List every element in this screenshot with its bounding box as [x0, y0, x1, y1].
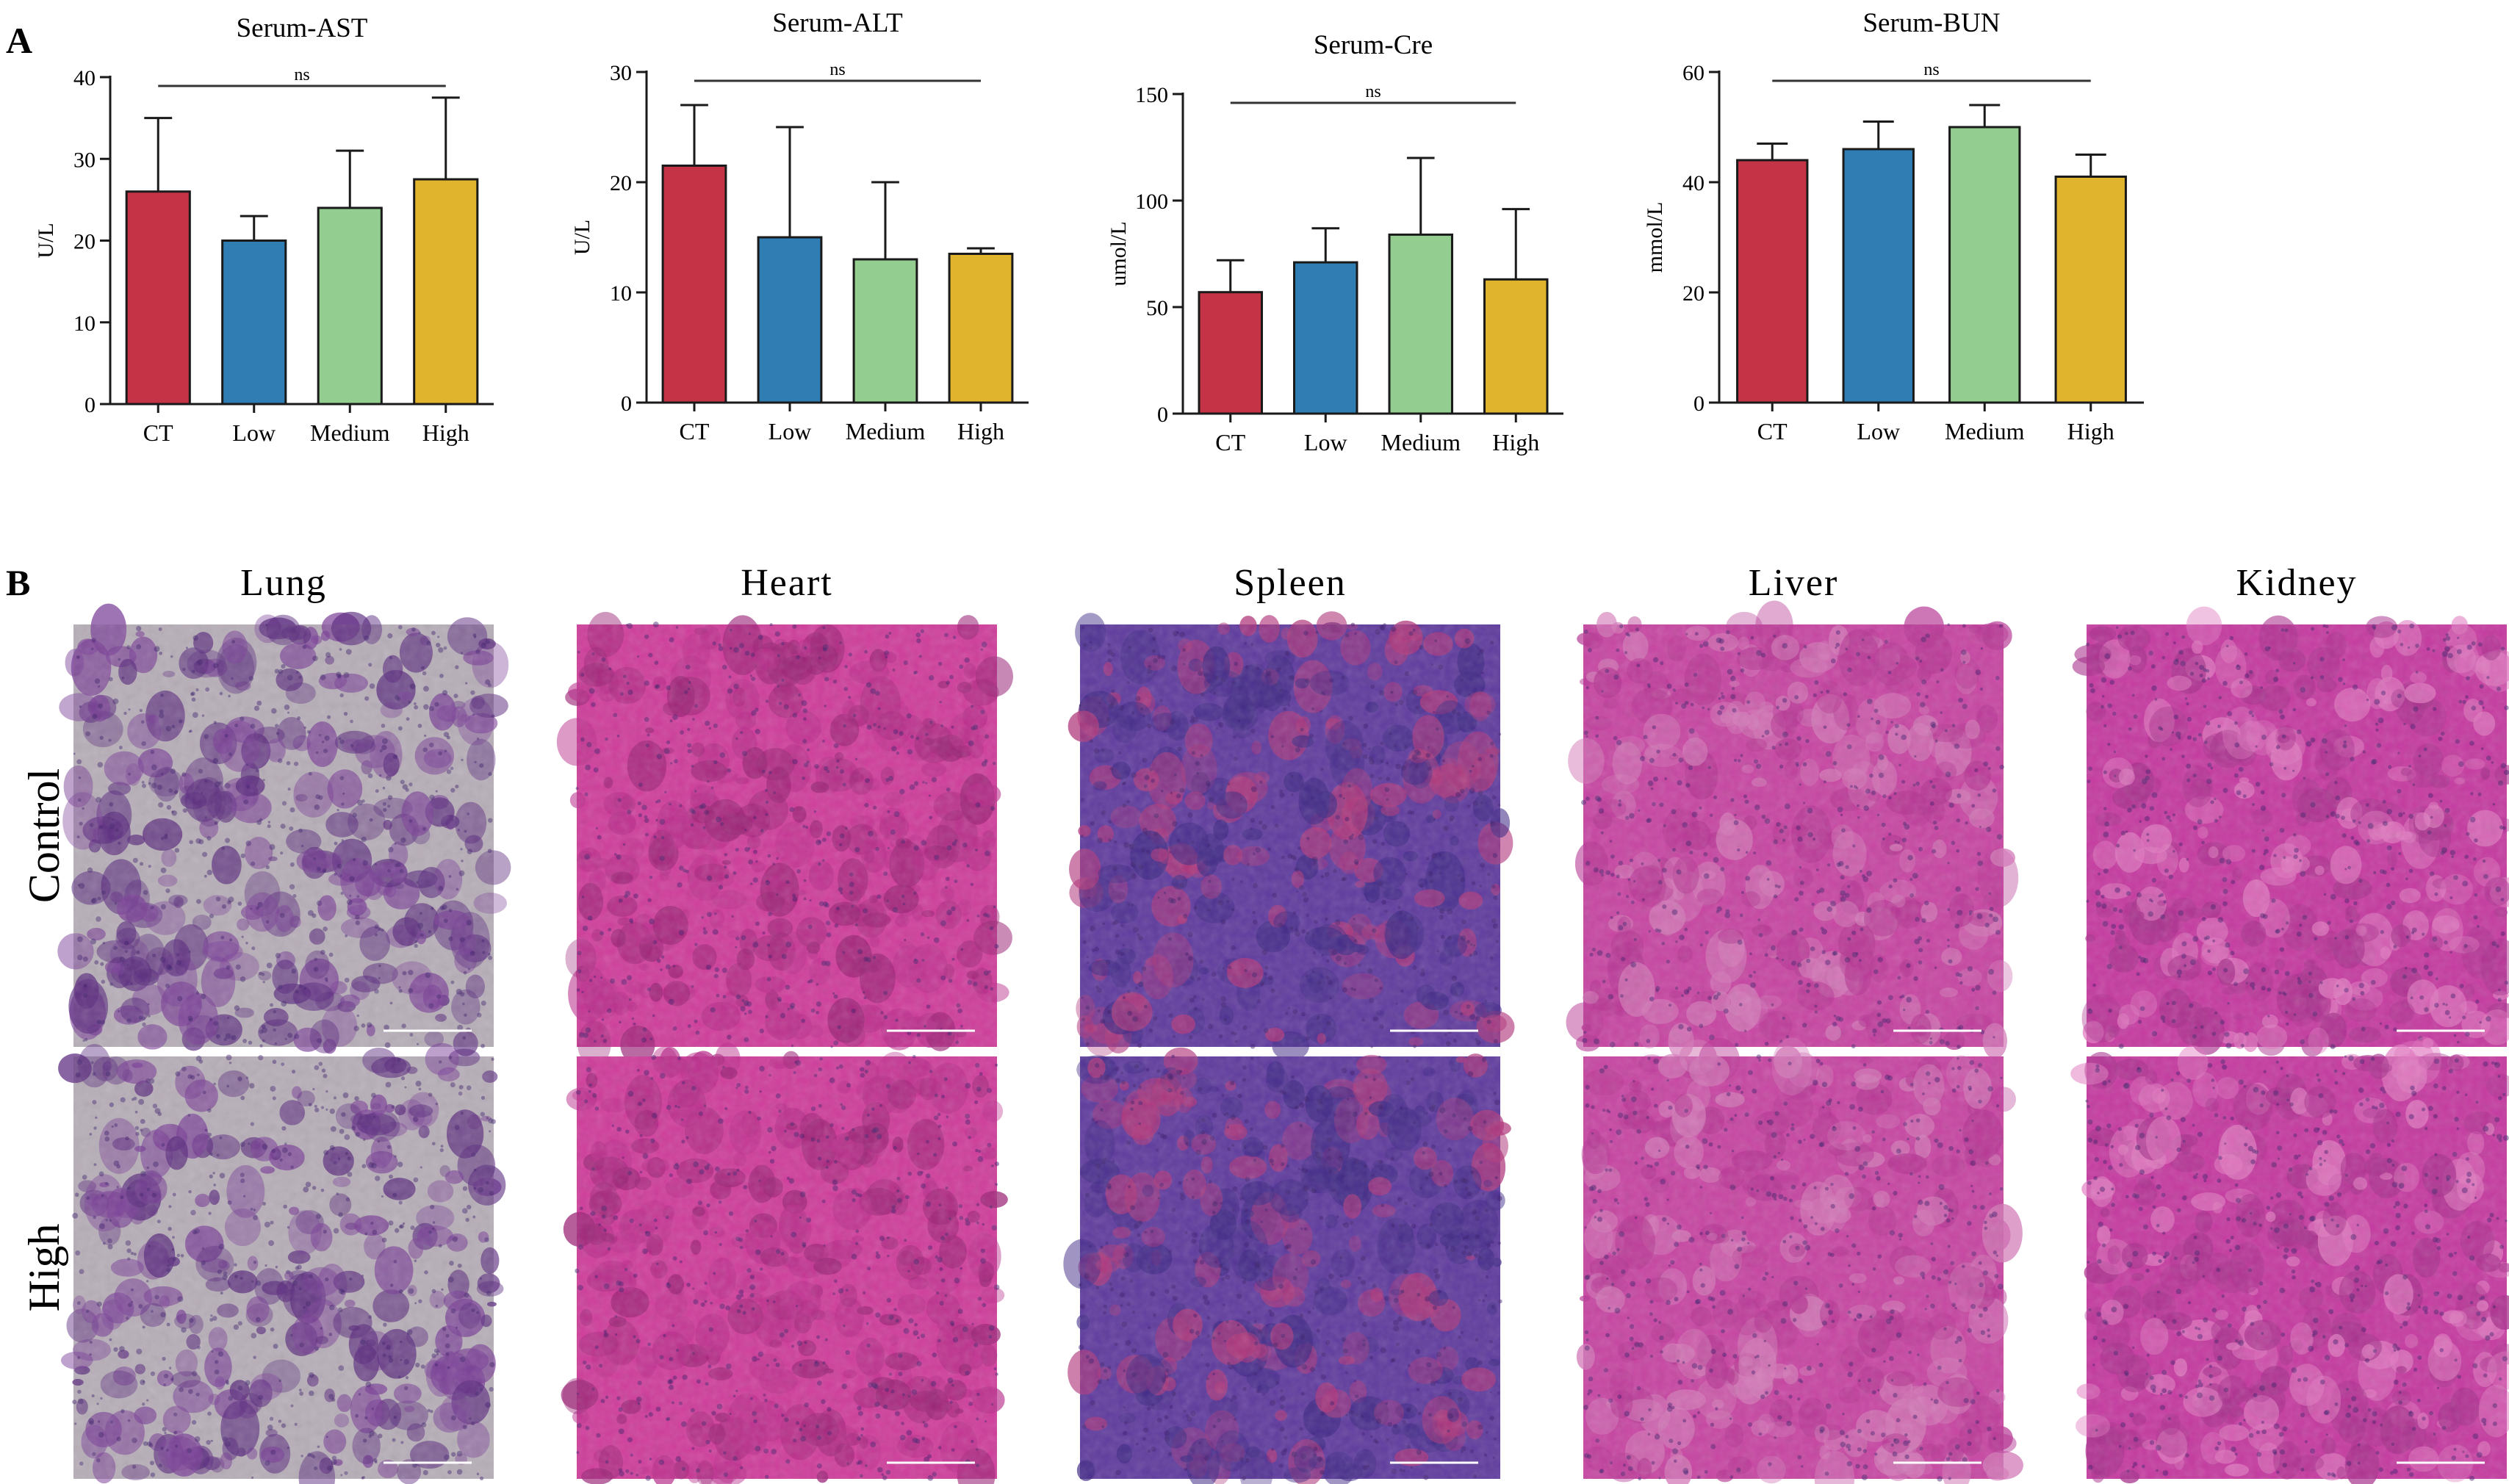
x-tick-label: High	[1492, 429, 1539, 455]
y-tick-label: 40	[73, 66, 96, 90]
x-tick-label: CT	[1215, 429, 1245, 455]
x-tick-label: High	[957, 418, 1004, 444]
histology-image-kidney-high	[2070, 1037, 2509, 1484]
histology-image-liver-high	[1576, 1037, 2023, 1484]
y-axis-label: mmol/L	[1643, 202, 1667, 273]
bar-high	[1483, 278, 1549, 415]
x-tick-label: CT	[143, 419, 173, 446]
bar-medium	[852, 258, 918, 404]
y-tick-label: 40	[1682, 171, 1705, 195]
bar-ct	[661, 165, 727, 404]
x-tick-label: CT	[1757, 418, 1788, 444]
bar-high	[2054, 176, 2127, 404]
y-tick-label: 10	[610, 281, 632, 306]
histology-image-lung-high	[58, 1042, 506, 1484]
histology-image-heart-control	[556, 611, 1013, 1067]
y-tick-label: 20	[610, 171, 632, 195]
y-tick-label: 50	[1146, 296, 1168, 320]
histology-image-spleen-high	[1063, 1047, 1511, 1484]
x-tick-label: High	[422, 419, 469, 446]
tissue-header: Lung	[240, 562, 327, 604]
y-tick-label: 60	[1682, 61, 1705, 85]
x-tick-label: Low	[1304, 429, 1347, 455]
bar-high	[948, 253, 1014, 404]
histology-grid: Lung Heart Spleen Liver Kidney Control High	[20, 562, 2509, 1484]
significance-label: ns	[829, 60, 845, 79]
bar-low	[221, 239, 287, 406]
bar-high	[413, 178, 479, 406]
histology-image-lung-control	[57, 603, 511, 1056]
chart-4: Serum-BUN 0 20 40 60 mmol/L CT Low Medium High ns	[1643, 8, 2144, 444]
y-axis-label: U/L	[570, 220, 594, 255]
significance-label: ns	[294, 65, 309, 84]
chart-title: Serum-BUN	[1862, 8, 2000, 38]
tissue-header: Liver	[1749, 562, 1839, 604]
bar-low	[757, 236, 823, 404]
bar-medium	[317, 206, 383, 406]
x-tick-label: CT	[680, 418, 710, 444]
histology-image-spleen-control	[1068, 611, 1515, 1061]
y-tick-label: 0	[1693, 392, 1705, 416]
histology-image-heart-high	[561, 1042, 1008, 1484]
y-tick-label: 20	[73, 230, 96, 254]
chart-2: Serum-ALT 0 10 20 30 U/L CT Low Medium High ns	[570, 8, 1029, 444]
x-tick-label: Low	[1857, 418, 1900, 444]
bar-ct	[1736, 159, 1809, 404]
tissue-header: Kidney	[2236, 562, 2357, 604]
x-tick-label: Low	[768, 418, 812, 444]
chart-3: Serum-Cre 0 50 100 150 umol/L CT Low Medium High n…	[1106, 30, 1563, 455]
tissue-header: Spleen	[1234, 562, 1347, 604]
y-tick-label: 0	[621, 392, 632, 416]
x-tick-label: Medium	[1381, 429, 1461, 455]
bar-low	[1842, 148, 1915, 404]
y-tick-label: 100	[1135, 190, 1168, 214]
chart-title: Serum-Cre	[1314, 30, 1433, 60]
bar-ct	[125, 190, 191, 406]
y-tick-label: 0	[84, 393, 96, 417]
chart-title: Serum-AST	[237, 13, 368, 43]
panel-label-a: A	[6, 20, 32, 61]
significance-label: ns	[1365, 82, 1381, 101]
y-tick-label: 10	[73, 311, 96, 336]
y-tick-label: 20	[1682, 281, 1705, 306]
x-tick-label: Medium	[1945, 418, 2025, 444]
chart-title: Serum-ALT	[772, 8, 902, 38]
y-axis-label: U/L	[34, 223, 58, 258]
y-axis-label: umol/L	[1106, 221, 1131, 286]
bar-medium	[1948, 126, 2021, 404]
row-label-control: Control	[20, 768, 68, 903]
bar-low	[1293, 261, 1358, 415]
x-tick-label: Medium	[846, 418, 926, 444]
row-label-high: High	[20, 1224, 68, 1312]
histology-image-liver-control	[1566, 600, 2019, 1059]
panel-label-b: B	[6, 562, 30, 603]
significance-label: ns	[1923, 60, 1939, 79]
bar-ct	[1198, 291, 1263, 415]
histology-image-kidney-control	[2072, 606, 2509, 1057]
y-tick-label: 150	[1135, 83, 1168, 107]
y-tick-label: 0	[1157, 403, 1168, 427]
chart-1: Serum-AST 0 10 20 30 40 U/L CT Low Medium High ns	[34, 13, 494, 446]
x-tick-label: High	[2067, 418, 2114, 444]
x-tick-label: Medium	[310, 419, 390, 446]
bar-medium	[1388, 233, 1453, 415]
y-tick-label: 30	[610, 61, 632, 85]
y-tick-label: 30	[73, 148, 96, 172]
x-tick-label: Low	[232, 419, 276, 446]
tissue-header: Heart	[741, 562, 832, 604]
